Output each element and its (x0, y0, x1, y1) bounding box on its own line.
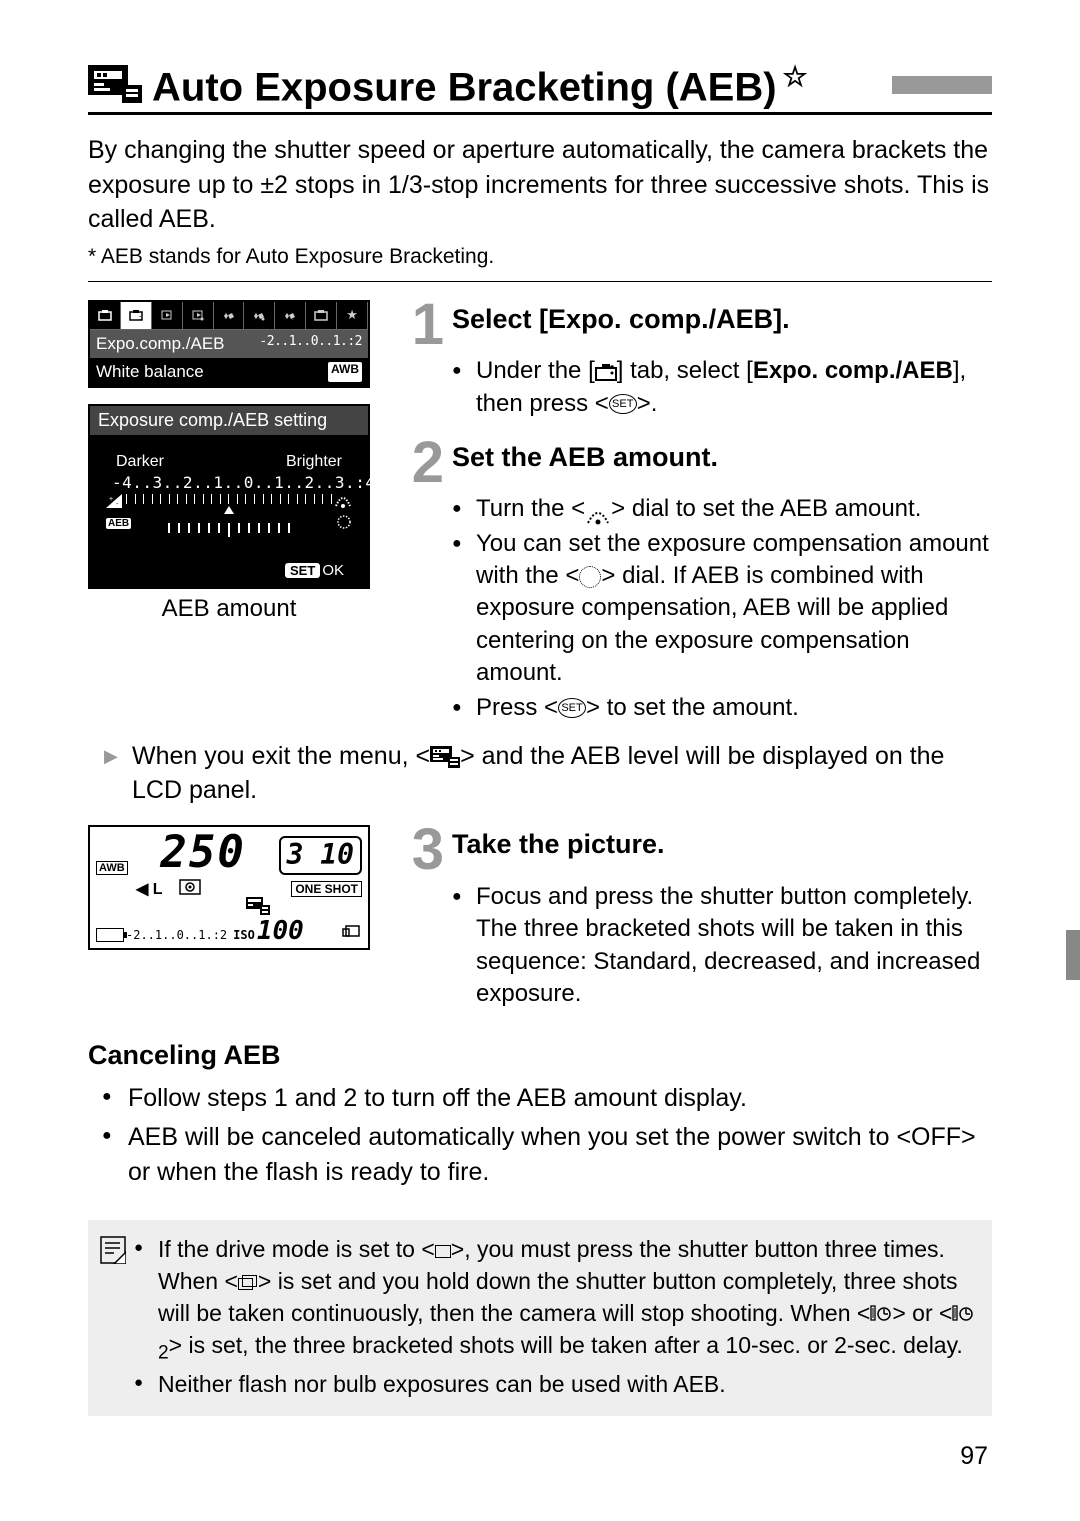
set-icon: SET (558, 698, 586, 718)
thumb-tab (1066, 930, 1080, 980)
self-timer-icon (870, 1304, 892, 1325)
awb-badge: AWB (328, 362, 362, 382)
step-2-bullet-1: Turn the <> dial to set the AEB amount. (452, 493, 992, 525)
shutter-speed: 250 (160, 831, 245, 875)
canceling-list: Follow steps 1 and 2 to turn off the AEB… (88, 1081, 992, 1190)
note-box: If the drive mode is set to <>, you must… (88, 1220, 992, 1416)
page-title-row: Auto Exposure Bracketing (AEB)☆ (88, 60, 992, 115)
quick-dial-icon (579, 566, 601, 588)
lcd-top-panel-screenshot: AWB 250 3 10 ◀ L ONE SHOT -2..1..0..1.:2… (88, 825, 370, 950)
set-ok-label: SETOK (102, 562, 356, 579)
drive-single-icon (342, 922, 362, 942)
menu-expo-comp-row: Expo.comp./AEB -2..1..0..1.:2 (90, 330, 368, 358)
step-1-head: 1 Select [Expo. comp./AEB]. (400, 300, 992, 349)
lcd-tab (214, 302, 245, 329)
lcd-tab-star: ★ (337, 302, 368, 329)
quick-dial-side-icon (336, 514, 352, 533)
step-number-1: 1 (400, 300, 444, 349)
lcd-tab: : (275, 302, 306, 329)
label-brighter: Brighter (286, 453, 342, 471)
lcd-menu-screenshot-1: : : ★ Expo.comp./AEB -2..1..0..1.:2 Whit… (88, 300, 370, 388)
step-2-head: 2 Set the AEB amount. (400, 438, 992, 487)
step-2-title: Set the AEB amount. (444, 438, 718, 473)
menu-label: White balance (96, 362, 204, 382)
aeb-side-icon: AEB (106, 514, 131, 529)
title-star-icon: ☆ (783, 61, 808, 92)
exit-menu-note: When you exit the menu, <> and the AEB l… (88, 740, 992, 808)
expo-comp-side-icon: +- (106, 494, 122, 511)
lcd-tab-selected: : (121, 302, 152, 329)
awb-indicator: AWB (96, 861, 128, 875)
title-end-bar (892, 76, 992, 94)
off-text: OFF (911, 1123, 961, 1151)
cancel-bullet-2: AEB will be canceled automatically when … (88, 1120, 992, 1190)
aeb-title-icon (88, 65, 144, 105)
divider (88, 281, 992, 282)
single-shot-icon (435, 1245, 451, 1258)
title-text: Auto Exposure Bracketing (AEB) (152, 65, 777, 109)
aeb-amount-caption: AEB amount (88, 595, 370, 623)
iso-label: ISO (233, 928, 255, 942)
lcd-tabs: : : ★ (90, 302, 368, 330)
svg-text:+: + (109, 496, 113, 503)
darker-brighter-row: Darker Brighter (102, 453, 356, 473)
step-2-bullet-3: Press <SET> to set the amount. (452, 692, 992, 724)
comp-scale: -2..1..0..1.:2 (126, 928, 227, 942)
lcd-tab (183, 302, 214, 329)
aeb-panel-icon (96, 897, 362, 919)
battery-icon (96, 928, 124, 942)
page-title: Auto Exposure Bracketing (AEB)☆ (152, 60, 882, 110)
set-icon: SET (609, 394, 637, 414)
note-icon (100, 1234, 132, 1402)
step-3-bullet: Focus and press the shutter button compl… (452, 881, 992, 1011)
lcd-tab (244, 302, 275, 329)
lcd-tab (152, 302, 183, 329)
intro-paragraph: By changing the shutter speed or apertur… (88, 133, 992, 237)
step-3-title: Take the picture. (444, 825, 665, 860)
note-bullet-1: If the drive mode is set to <>, you must… (132, 1234, 976, 1366)
menu-scale: -2..1..0..1.:2 (259, 334, 362, 354)
self-timer-2-icon (952, 1304, 974, 1325)
main-dial-side-icon (334, 494, 352, 511)
oneshot-indicator: ONE SHOT (291, 881, 362, 897)
canceling-head: Canceling AEB (88, 1040, 992, 1071)
aeb-inline-icon (430, 746, 460, 768)
cancel-bullet-1: Follow steps 1 and 2 to turn off the AEB… (88, 1081, 992, 1116)
lcd-tab (306, 302, 337, 329)
menu-wb-row: White balance AWB (90, 358, 368, 386)
ok-text: OK (322, 562, 344, 579)
svg-text::: : (139, 315, 141, 321)
comp-ticks (126, 494, 332, 504)
camera-tab-icon (595, 363, 617, 381)
step-number-3: 3 (400, 825, 444, 874)
step-number-2: 2 (400, 438, 444, 487)
footnote: * AEB stands for Auto Exposure Bracketin… (88, 245, 992, 269)
lcd-setting-header: Exposure comp./AEB setting (90, 406, 368, 435)
set-badge: SET (285, 563, 320, 578)
lcd-aeb-setting-screenshot: Exposure comp./AEB setting Darker Bright… (88, 404, 370, 589)
step-3-head: 3 Take the picture. (400, 825, 992, 874)
metering-icon (179, 879, 201, 899)
aperture-value: 3 10 (279, 836, 362, 875)
lcd-tab-icon (90, 302, 121, 329)
step-1-title: Select [Expo. comp./AEB]. (444, 300, 790, 335)
scale-numbers: -4..3..2..1..0..1..2..3.:4 (102, 473, 356, 492)
main-dial-icon (585, 502, 611, 518)
note-bullet-2: Neither flash nor bulb exposures can be … (132, 1369, 976, 1401)
quality-indicator: ◀ L (136, 879, 163, 899)
aeb-ticks (126, 523, 332, 537)
label-darker: Darker (116, 453, 164, 471)
continuous-shot-icon (238, 1275, 258, 1290)
page-number: 97 (88, 1442, 992, 1471)
step-1-bullet: Under the [] tab, select [Expo. comp./AE… (452, 355, 992, 420)
step-2-bullet-2: You can set the exposure compensation am… (452, 528, 992, 690)
iso-value: 100 (257, 921, 304, 942)
menu-label: Expo.comp./AEB (96, 334, 225, 354)
